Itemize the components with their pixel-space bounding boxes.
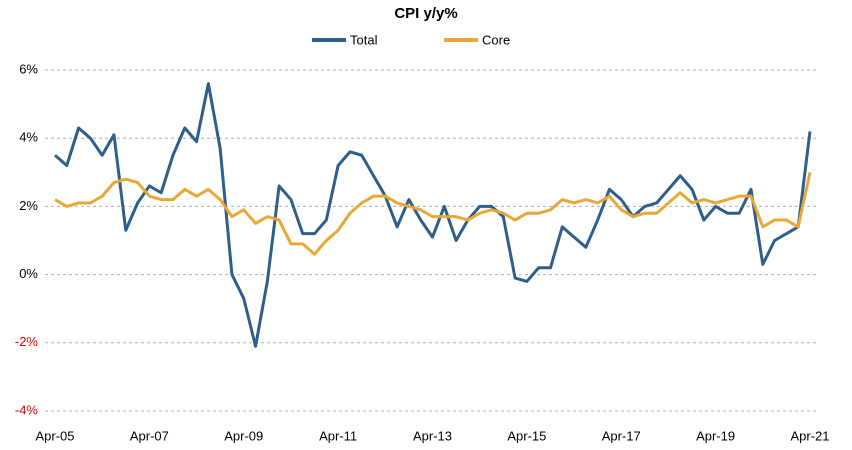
y-tick-label: -2% — [15, 334, 39, 349]
x-tick-label: Apr-13 — [413, 428, 452, 443]
y-tick-label: 2% — [19, 198, 38, 213]
x-tick-label: Apr-07 — [130, 428, 169, 443]
x-tick-label: Apr-17 — [602, 428, 641, 443]
legend-label: Core — [482, 32, 510, 47]
y-tick-label: -4% — [15, 402, 39, 417]
legend-label: Total — [350, 32, 378, 47]
x-tick-label: Apr-21 — [790, 428, 829, 443]
chart-title: CPI y/y% — [394, 5, 457, 22]
x-tick-label: Apr-05 — [35, 428, 74, 443]
x-tick-label: Apr-19 — [696, 428, 735, 443]
y-tick-label: 6% — [19, 61, 38, 76]
x-tick-label: Apr-11 — [319, 428, 357, 443]
y-tick-label: 4% — [19, 130, 38, 145]
series-line — [54, 171, 812, 256]
x-tick-label: Apr-15 — [507, 428, 546, 443]
y-tick-label: 0% — [19, 266, 38, 281]
x-tick-label: Apr-09 — [224, 428, 263, 443]
series-line — [54, 82, 812, 348]
